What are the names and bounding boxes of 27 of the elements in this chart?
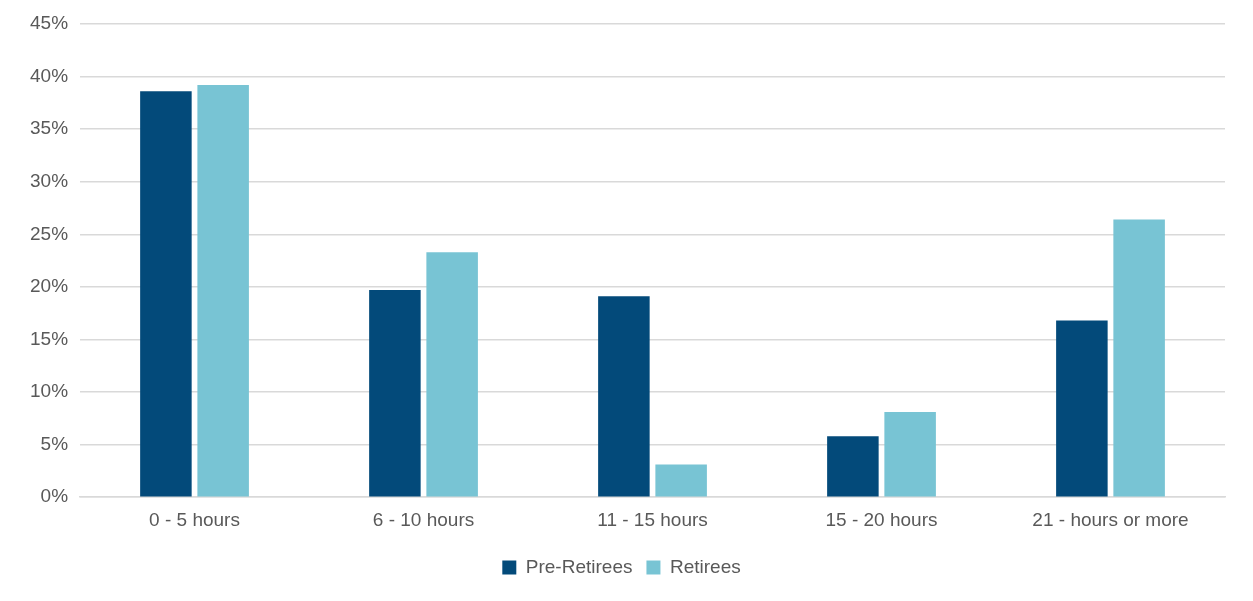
bar bbox=[369, 290, 421, 497]
y-tick-label: 35% bbox=[30, 117, 69, 139]
legend-label: Pre-Retirees bbox=[525, 555, 633, 577]
x-tick-label: 15 - 20 hours bbox=[825, 508, 938, 530]
bar bbox=[827, 436, 879, 497]
bar bbox=[426, 252, 478, 497]
x-tick-label: 11 - 15 hours bbox=[597, 508, 708, 530]
x-tick-label: 6 - 10 hours bbox=[372, 508, 475, 530]
y-tick-label: 15% bbox=[30, 327, 69, 349]
bar bbox=[598, 296, 650, 497]
y-tick-label: 40% bbox=[30, 64, 69, 86]
y-tick-label: 45% bbox=[30, 12, 69, 34]
y-tick-label: 5% bbox=[40, 432, 69, 454]
y-tick-label: 20% bbox=[30, 275, 69, 297]
bar bbox=[884, 412, 936, 497]
y-tick-label: 30% bbox=[30, 169, 69, 191]
bar bbox=[655, 464, 707, 497]
legend-label: Retirees bbox=[669, 555, 741, 577]
bar bbox=[1113, 219, 1165, 497]
x-tick-label: 21 - hours or more bbox=[1032, 508, 1189, 530]
bar bbox=[1056, 320, 1108, 497]
y-tick-label: 25% bbox=[30, 222, 69, 244]
y-tick-label: 0% bbox=[40, 485, 69, 507]
y-tick-label: 10% bbox=[30, 380, 69, 402]
bar bbox=[197, 84, 249, 497]
x-tick-label: 0 - 5 hours bbox=[149, 508, 240, 530]
bar bbox=[140, 91, 192, 497]
